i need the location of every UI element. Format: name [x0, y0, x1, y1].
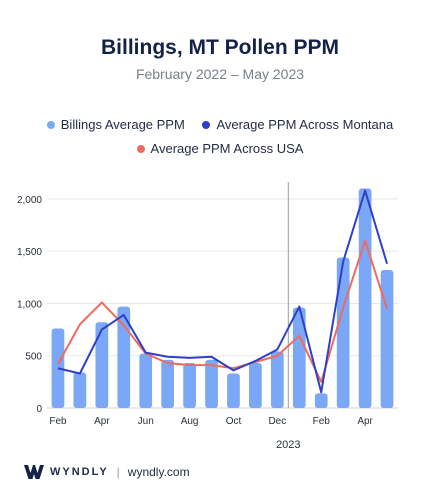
bar	[227, 373, 240, 408]
chart-title: Billings, MT Pollen PPM	[100, 36, 339, 59]
x-tick-label: Oct	[226, 416, 242, 427]
wyndly-logo-icon	[24, 465, 44, 479]
x-tick-label: Feb	[49, 416, 67, 427]
chart-subtitle: February 2022 – May 2023	[135, 66, 305, 82]
y-tick-label: 2,000	[17, 195, 42, 206]
y-tick-label: 0	[36, 404, 42, 415]
footer: WYNDLY | wyndly.com	[24, 462, 190, 482]
x-tick-label: Apr	[94, 416, 110, 427]
bar	[73, 372, 87, 408]
y-tick-label: 1,000	[17, 299, 42, 310]
bar	[139, 353, 153, 408]
y-tick-label: 1,500	[17, 247, 42, 258]
bar	[249, 363, 262, 408]
legend-label-montana: Average PPM Across Montana	[216, 117, 394, 132]
x-tick-label: Feb	[313, 416, 331, 427]
x-tick-label: Dec	[268, 416, 286, 427]
year-label: 2023	[276, 439, 300, 451]
legend-dot-billings	[46, 121, 55, 129]
pollen-chart: 0 500 1,000 1,500 2,000 2023 Feb Apr Jun Aug Oct De…	[17, 182, 398, 451]
bar	[161, 359, 175, 408]
legend-dot-montana	[202, 121, 211, 129]
bar	[183, 363, 196, 408]
bar	[95, 322, 109, 408]
x-tick-label: Jun	[138, 416, 154, 427]
legend-label-billings: Billings Average PPM	[60, 117, 185, 132]
footer-separator: |	[116, 465, 120, 479]
y-tick-label: 500	[25, 352, 42, 363]
legend-dot-usa	[136, 145, 145, 153]
series-line	[57, 189, 388, 394]
legend-row-2: Average PPM Across USA	[0, 141, 440, 156]
bar	[270, 351, 284, 408]
bar	[292, 307, 306, 408]
legend-item-billings: Billings Average PPM	[46, 117, 185, 132]
bar	[117, 306, 131, 408]
legend: Billings Average PPM Average PPM Across …	[0, 117, 440, 132]
bar	[380, 270, 394, 408]
bar	[314, 393, 328, 408]
series-line	[57, 239, 388, 383]
bar	[358, 188, 372, 408]
x-tick-label: Apr	[357, 416, 373, 427]
legend-item-montana: Average PPM Across Montana	[202, 117, 393, 132]
x-tick-label: Aug	[181, 416, 199, 427]
footer-site: wyndly.com	[127, 465, 190, 479]
brand-name: WYNDLY	[50, 466, 109, 478]
bar	[205, 359, 218, 408]
bar	[336, 257, 350, 408]
legend-label-usa: Average PPM Across USA	[150, 141, 304, 156]
legend-item-usa: Average PPM Across USA	[136, 141, 304, 156]
